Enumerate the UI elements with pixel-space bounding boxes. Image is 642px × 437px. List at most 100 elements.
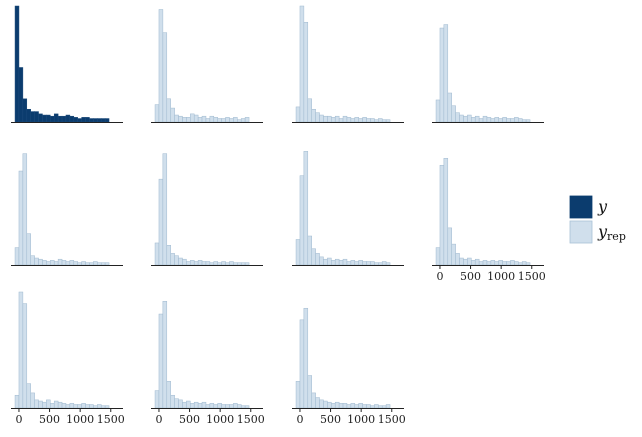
panel-10: 0 500 1000 1500 bbox=[151, 301, 265, 426]
histogram-bar bbox=[182, 401, 187, 409]
histogram-bar bbox=[467, 257, 472, 266]
histogram-bar bbox=[53, 261, 59, 266]
histogram-bar bbox=[370, 405, 375, 409]
histogram-bar bbox=[26, 108, 31, 123]
histogram-bar bbox=[81, 261, 86, 266]
panel-3 bbox=[292, 5, 404, 123]
histogram-bar bbox=[221, 118, 226, 123]
histogram-bar bbox=[162, 301, 168, 409]
histogram-bar bbox=[315, 112, 320, 123]
histogram-bar bbox=[299, 175, 305, 266]
histogram-bar bbox=[518, 118, 523, 123]
histogram-bar bbox=[229, 118, 234, 123]
histogram-bar bbox=[93, 118, 98, 123]
histogram-bar bbox=[73, 404, 78, 409]
histogram-bar bbox=[229, 404, 234, 409]
histogram-bar bbox=[73, 261, 78, 266]
histogram-bar bbox=[370, 261, 375, 266]
histogram-bar bbox=[455, 253, 460, 266]
histogram-bar bbox=[323, 400, 328, 409]
histogram-bar bbox=[338, 118, 344, 123]
histogram-bar bbox=[174, 398, 179, 409]
histogram-bar bbox=[18, 67, 24, 123]
histogram-bar bbox=[498, 260, 503, 266]
histogram-bar bbox=[178, 257, 183, 266]
histogram-bar bbox=[225, 262, 230, 266]
histogram-bar bbox=[154, 390, 160, 409]
histogram-bar bbox=[439, 27, 445, 123]
histogram-bar bbox=[295, 106, 301, 123]
histogram-bar bbox=[439, 164, 445, 266]
histogram-bar bbox=[295, 381, 301, 409]
histogram-bar bbox=[346, 261, 352, 266]
histogram-bar bbox=[494, 117, 499, 123]
histogram-bar bbox=[381, 261, 387, 266]
histogram-bar bbox=[435, 247, 441, 266]
histogram-bar bbox=[307, 235, 312, 266]
histogram-bar bbox=[490, 118, 496, 123]
histogram-bar bbox=[374, 404, 379, 409]
histogram-bar bbox=[217, 403, 222, 409]
histogram-bar bbox=[154, 242, 160, 266]
histogram-bar bbox=[217, 118, 222, 123]
panel-4 bbox=[432, 24, 544, 123]
histogram-bar bbox=[193, 401, 199, 409]
histogram-bar bbox=[65, 404, 71, 409]
x-tick-label: 1500 bbox=[237, 413, 265, 426]
histogram-bar bbox=[342, 115, 348, 123]
histogram-bar bbox=[237, 404, 242, 409]
histogram-bar bbox=[354, 404, 359, 409]
histogram-bar bbox=[471, 117, 476, 123]
histogram-bar bbox=[378, 262, 383, 266]
histogram-bar bbox=[323, 258, 328, 266]
histogram-bar bbox=[374, 119, 379, 123]
histogram-bar bbox=[100, 262, 106, 266]
histogram-bar bbox=[217, 262, 222, 266]
panel-1 bbox=[11, 5, 123, 123]
histogram-bar bbox=[182, 117, 187, 123]
histogram-bar bbox=[311, 248, 316, 266]
histogram-bar bbox=[77, 262, 82, 266]
histogram-bar bbox=[213, 117, 218, 123]
histogram-bar bbox=[89, 404, 94, 409]
histogram-bar bbox=[514, 117, 519, 123]
histogram-bar bbox=[331, 260, 336, 266]
histogram-bar bbox=[311, 108, 316, 123]
histogram-bar bbox=[197, 117, 203, 123]
histogram-bar bbox=[221, 261, 226, 266]
histogram-bar bbox=[385, 119, 391, 123]
histogram-bar bbox=[46, 261, 51, 266]
histogram-bar bbox=[14, 5, 20, 123]
histogram-bar bbox=[158, 178, 164, 266]
histogram-bar bbox=[100, 405, 106, 409]
histogram-bar bbox=[358, 260, 363, 266]
histogram-bar bbox=[311, 392, 316, 409]
histogram-bar bbox=[73, 117, 78, 123]
histogram-bar bbox=[190, 260, 195, 266]
histogram-bar bbox=[381, 119, 387, 123]
histogram-bar bbox=[205, 404, 211, 409]
histogram-bar bbox=[303, 151, 309, 266]
histogram-bar bbox=[327, 115, 332, 123]
histogram-bar bbox=[334, 401, 340, 409]
histogram-bar bbox=[22, 153, 28, 266]
histogram-bar bbox=[471, 260, 476, 266]
histogram-bar bbox=[374, 262, 379, 266]
histogram-bar bbox=[237, 119, 242, 123]
x-tick-label: 0 bbox=[436, 270, 443, 283]
histogram-bar bbox=[22, 98, 28, 123]
histogram-bar bbox=[225, 404, 230, 409]
histogram-bar bbox=[385, 262, 391, 266]
histogram-bar bbox=[38, 258, 43, 266]
panel-9: 0 500 1000 1500 bbox=[11, 291, 125, 426]
histogram-bar bbox=[50, 403, 55, 409]
histogram-bar bbox=[482, 260, 488, 266]
histogram-bar bbox=[205, 118, 211, 123]
histogram-bar bbox=[69, 260, 75, 266]
histogram-bar bbox=[34, 257, 39, 266]
histogram-bar bbox=[366, 261, 371, 266]
x-tick-label: 1500 bbox=[378, 413, 406, 426]
histogram-bar bbox=[213, 404, 218, 409]
histogram-bar bbox=[104, 405, 110, 409]
histogram-bar bbox=[518, 262, 523, 266]
